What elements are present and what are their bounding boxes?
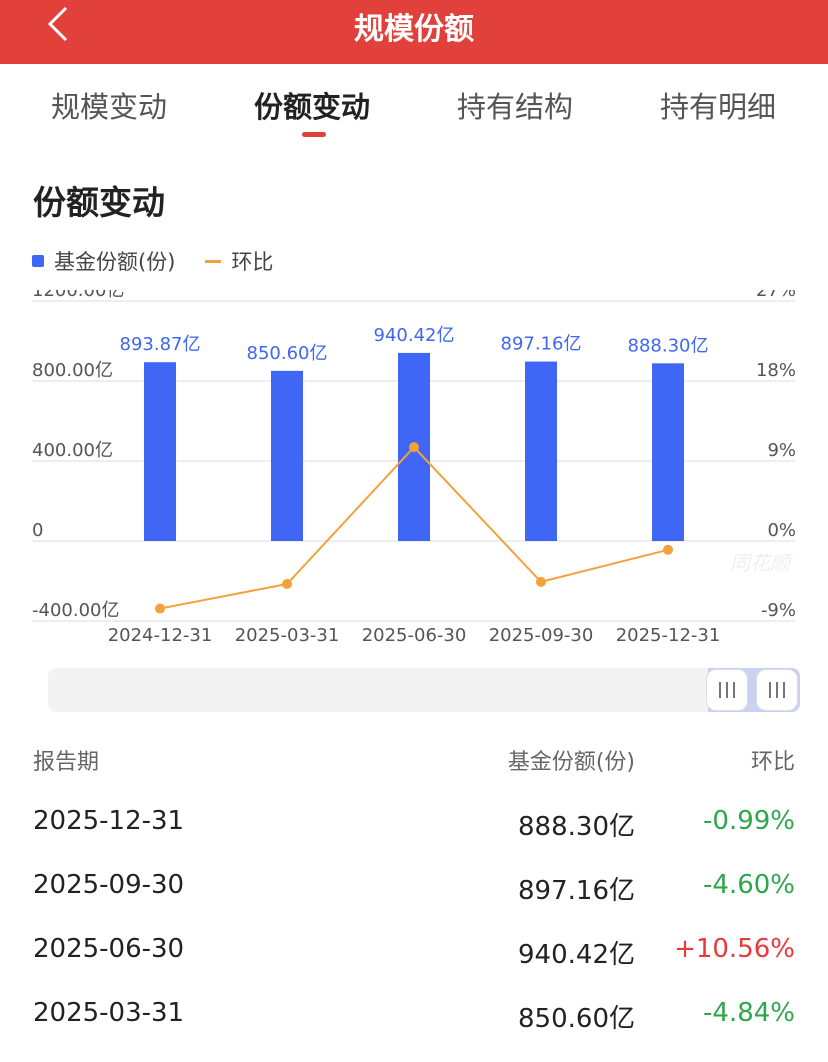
tab-scale-change[interactable]: 规模变动: [50, 90, 167, 124]
right-axis-tick: -9%: [761, 600, 796, 621]
bar-label: 940.42亿: [374, 325, 455, 346]
bar-label: 850.60亿: [247, 343, 328, 364]
row-change: -0.99%: [703, 806, 795, 836]
active-tab-indicator: [302, 132, 326, 137]
legend-bar-label[interactable]: 基金份额(份): [54, 250, 176, 274]
share-chart: 1200.00亿 27% 800.00亿 18% 400.00亿 9% 0 0% -400.00…: [32, 290, 796, 646]
right-axis-tick: 27%: [756, 290, 796, 301]
table-row[interactable]: 2025-06-30 940.42亿 +10.56%: [0, 934, 828, 998]
table-row[interactable]: 2025-12-31 888.30亿 -0.99%: [0, 806, 828, 870]
row-change: -4.60%: [703, 870, 795, 900]
left-axis-tick: 1200.00亿: [32, 290, 124, 301]
watermark: 同花顺: [730, 551, 794, 575]
header-change: 环比: [750, 750, 795, 775]
bar-label: 893.87亿: [120, 334, 201, 355]
x-axis-tick: 2025-09-30: [489, 625, 594, 646]
bar-label: 888.30亿: [628, 335, 709, 356]
row-date: 2025-06-30: [33, 934, 185, 964]
tab-holding-structure[interactable]: 持有结构: [456, 90, 573, 124]
x-axis-tick: 2025-06-30: [362, 625, 467, 646]
right-axis-tick: 18%: [756, 360, 796, 381]
chevron-left-icon[interactable]: [40, 4, 80, 44]
section-title: 份额变动: [33, 183, 165, 222]
bar[interactable]: [144, 362, 176, 541]
row-share: 940.42亿: [518, 940, 635, 970]
slider-handle-left[interactable]: [706, 669, 748, 711]
table-row[interactable]: 2025-03-31 850.60亿 -4.84%: [0, 998, 828, 1062]
table-row[interactable]: 2025-09-30 897.16亿 -4.60%: [0, 870, 828, 934]
right-axis-tick: 0%: [767, 520, 796, 541]
tab-holding-detail[interactable]: 持有明细: [659, 90, 776, 124]
left-axis-tick: 800.00亿: [32, 360, 113, 381]
legend-bar-swatch: [32, 255, 44, 267]
line-point[interactable]: [155, 603, 165, 614]
left-axis-tick: -400.00亿: [32, 600, 119, 621]
tab-share-change[interactable]: 份额变动: [253, 90, 370, 124]
top-bar: 规模份额: [0, 0, 828, 64]
row-share: 888.30亿: [518, 812, 635, 842]
line-point[interactable]: [536, 576, 546, 587]
left-axis-tick: 400.00亿: [32, 440, 113, 461]
bar[interactable]: [525, 361, 557, 541]
header-period: 报告期: [33, 750, 100, 775]
row-date: 2025-12-31: [33, 806, 185, 836]
range-slider[interactable]: [48, 668, 800, 712]
row-change: -4.84%: [703, 998, 795, 1028]
row-date: 2025-09-30: [33, 870, 185, 900]
line-point[interactable]: [409, 442, 419, 453]
bar-label: 897.16亿: [501, 334, 582, 355]
chart-legend: 基金份额(份) 环比: [32, 246, 273, 276]
header-share: 基金份额(份): [507, 750, 635, 775]
legend-line-swatch: [205, 259, 222, 263]
legend-line-label[interactable]: 环比: [231, 250, 274, 274]
row-change: +10.56%: [674, 934, 795, 964]
x-axis-tick: 2025-12-31: [616, 625, 721, 646]
bar[interactable]: [652, 363, 684, 541]
line-point[interactable]: [282, 579, 292, 590]
x-axis-tick: 2024-12-31: [108, 625, 213, 646]
right-axis-tick: 9%: [767, 440, 796, 461]
tab-bar: 规模变动 份额变动 持有结构 持有明细: [0, 84, 828, 144]
row-share: 897.16亿: [518, 876, 635, 906]
left-axis-tick: 0: [32, 520, 43, 541]
bar[interactable]: [271, 370, 303, 541]
slider-handle-right[interactable]: [756, 669, 798, 711]
row-share: 850.60亿: [518, 1004, 635, 1034]
row-date: 2025-03-31: [33, 998, 185, 1028]
page-title: 规模份额: [354, 12, 474, 47]
x-axis-tick: 2025-03-31: [235, 625, 340, 646]
line-point[interactable]: [663, 544, 673, 555]
